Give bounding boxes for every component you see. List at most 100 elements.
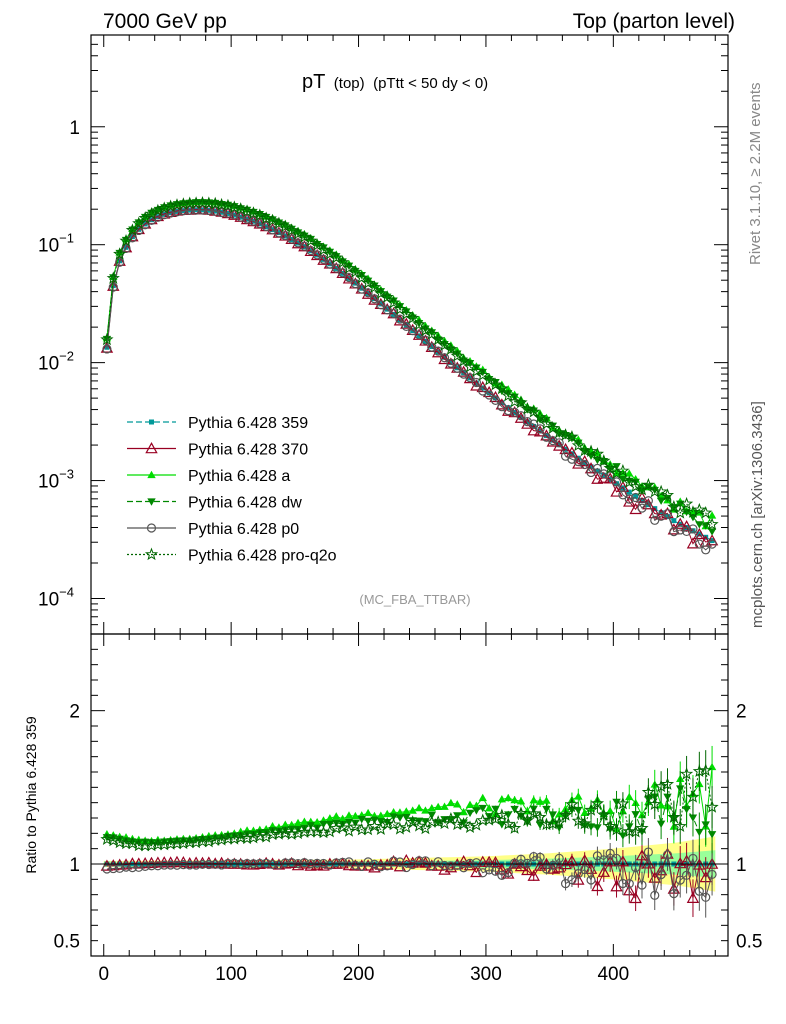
legend-label: Pythia 6.428 p0 — [188, 521, 299, 538]
ratio-point-pdw — [102, 834, 112, 842]
ratio-point-pq2o — [418, 821, 433, 835]
legend-marker-pa — [147, 470, 156, 479]
main-point-pq2o — [692, 502, 706, 516]
main-point-pp0 — [484, 390, 494, 400]
main-point-p359 — [403, 322, 409, 328]
mcplots-label: mcplots.cern.ch [arXiv:1306.3436] — [749, 401, 766, 628]
ratio-point-pq2o — [246, 830, 261, 844]
ratio-point-pdw — [211, 834, 220, 843]
main-point-pq2o — [336, 255, 350, 269]
ratio-point-pp0 — [573, 869, 583, 879]
ratio-point-pp0 — [611, 853, 622, 864]
ratio-point-pdw — [293, 825, 303, 834]
ratio-point-pp0 — [280, 858, 290, 868]
ratio-point-pq2o — [578, 816, 592, 830]
main-point-pq2o — [418, 323, 433, 337]
main-point-pp0 — [433, 346, 443, 356]
ratio-point-pa — [312, 817, 322, 826]
ratio-point-pq2o — [686, 790, 700, 803]
main-point-pq2o — [412, 317, 426, 331]
ratio-point-pp0 — [331, 858, 341, 868]
ratio-point-pq2o — [285, 827, 299, 840]
main-point-p359 — [505, 405, 511, 411]
ratio-point-pq2o — [590, 796, 605, 810]
main-point-p370 — [291, 237, 305, 249]
plot-title-sub1: (top) — [334, 75, 365, 92]
y-tick-label: 1 — [69, 118, 80, 139]
ratio-point-pp0 — [420, 856, 431, 866]
main-point-pq2o — [393, 302, 407, 315]
ratio-point-pa — [554, 810, 564, 818]
ratio-point-p370 — [521, 863, 534, 876]
ratio-point-pdw — [491, 805, 500, 814]
main-point-pq2o — [176, 197, 190, 210]
main-point-pq2o — [552, 425, 566, 439]
ratio-point-pq2o — [546, 816, 560, 830]
main-point-pdw — [701, 522, 710, 530]
ratio-point-pdw — [134, 839, 143, 847]
ratio-point-pp0 — [223, 858, 233, 869]
main-point-pdw — [140, 213, 150, 222]
main-point-pp0 — [465, 373, 475, 383]
main-point-p370 — [680, 520, 693, 532]
main-point-pq2o — [399, 307, 413, 320]
main-point-pp0 — [701, 545, 711, 555]
ratio-point-pq2o — [539, 817, 554, 831]
ratio-point-pq2o — [514, 806, 528, 819]
ratio-point-pp0 — [586, 875, 596, 885]
main-point-p370 — [336, 266, 349, 279]
ratio-point-pq2o — [265, 827, 280, 841]
ratio-point-pdw — [402, 813, 411, 822]
ratio-point-pa — [516, 797, 526, 805]
ratio-point-p370 — [132, 857, 145, 869]
ratio-point-pdw — [542, 805, 551, 814]
ratio-point-pa — [293, 818, 303, 827]
main-point-pp0 — [624, 494, 634, 504]
legend-label: Pythia 6.428 dw — [188, 495, 302, 512]
ratio-point-pq2o — [176, 836, 190, 850]
main-point-p359 — [690, 528, 696, 534]
main-point-p359 — [537, 428, 543, 434]
main-point-pq2o — [584, 444, 598, 458]
main-point-p370 — [119, 241, 133, 253]
main-point-pq2o — [208, 196, 222, 210]
ratio-point-p370 — [635, 849, 649, 861]
main-point-pq2o — [278, 219, 292, 233]
ratio-point-pa — [504, 793, 513, 802]
ratio-point-pp0 — [376, 862, 386, 872]
main-point-pq2o — [597, 454, 611, 467]
main-point-pdw — [395, 303, 405, 311]
main-point-pp0 — [401, 321, 411, 331]
ratio-point-pp0 — [452, 860, 462, 871]
main-point-pp0 — [242, 214, 252, 224]
ratio-point-pq2o — [584, 803, 598, 816]
main-point-p370 — [565, 446, 579, 458]
main-point-pq2o — [469, 364, 483, 378]
main-point-pp0 — [567, 454, 577, 464]
ratio-point-pdw — [319, 820, 328, 829]
main-point-pdw — [319, 244, 328, 252]
ratio-point-pa — [281, 820, 290, 828]
ratio-point-pq2o — [157, 837, 171, 851]
ratio-point-pdw — [230, 832, 239, 840]
ratio-point-pa — [414, 803, 424, 812]
main-point-pdw — [695, 521, 704, 529]
main-point-pp0 — [210, 206, 220, 216]
main-point-pp0 — [338, 268, 348, 278]
main-point-pdw — [574, 439, 583, 447]
main-point-pq2o — [520, 402, 534, 415]
main-point-pq2o — [214, 197, 229, 211]
main-point-pq2o — [240, 204, 254, 217]
plot-title: pT (top) (pTtt < 50 dy < 0) — [302, 71, 488, 93]
x-tick-label: 300 — [470, 964, 502, 985]
main-point-pdw — [421, 325, 430, 333]
ratio-point-pdw — [478, 804, 487, 813]
ratio-point-pq2o — [705, 800, 719, 813]
main-point-pdw — [268, 216, 277, 224]
ratio-point-pq2o — [202, 834, 216, 848]
main-point-pdw — [261, 213, 271, 222]
ratio-point-pdw — [695, 828, 704, 837]
main-point-pq2o — [578, 443, 592, 457]
main-point-pp0 — [490, 395, 501, 405]
main-point-pp0 — [529, 419, 539, 429]
